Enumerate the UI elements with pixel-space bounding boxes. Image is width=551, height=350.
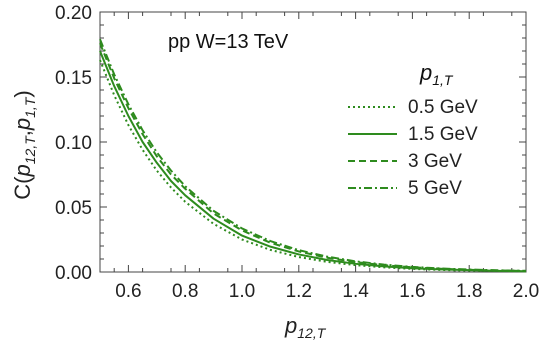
y-axis-title-suffix: ) <box>10 90 35 97</box>
legend-item: 3 GeV <box>348 151 462 172</box>
y-axis-title-sep: , <box>10 130 35 136</box>
y-axis-title-p1: p <box>10 164 35 177</box>
series-line-dashed <box>99 42 527 272</box>
series-line-dashdot <box>99 38 527 272</box>
legend-items: 0.5 GeV 1.5 GeV 3 GeV 5 GeV <box>348 97 478 199</box>
legend-item: 1.5 GeV <box>348 124 478 145</box>
x-tick-label: 1.6 <box>399 281 425 302</box>
x-axis-title-main: p <box>284 313 297 338</box>
y-tick-label: 0.20 <box>55 3 92 24</box>
legend-label: 3 GeV <box>408 151 462 172</box>
y-axis-title-p2: p <box>10 118 35 131</box>
legend-label: 5 GeV <box>408 178 462 199</box>
y-axis-title-prefix: C( <box>10 176 35 200</box>
series-layer <box>99 38 527 273</box>
y-tick-label: 0.00 <box>55 263 92 284</box>
y-tick-label: 0.15 <box>55 68 92 89</box>
x-tick-label: 0.8 <box>172 281 198 302</box>
x-axis-title-sub: 12,T <box>297 325 326 341</box>
axis-ticks: 0.6 0.8 1.0 1.2 1.4 1.6 1.8 2.0 0.00 0.05 0.10 0.15… <box>55 3 539 302</box>
legend-label: 0.5 GeV <box>408 97 478 118</box>
y-axis-title-p1-sub: 12,T <box>22 135 38 164</box>
annotation-label: pp W=13 TeV <box>168 31 289 53</box>
x-tick-label: 2.0 <box>513 281 539 302</box>
y-axis-title-p2-sub: 1,T <box>22 96 38 118</box>
y-tick-label: 0.10 <box>55 133 92 154</box>
legend-label: 1.5 GeV <box>408 124 478 145</box>
x-tick-label: 1.0 <box>229 281 255 302</box>
legend-title-sub: 1,T <box>432 72 454 88</box>
legend-item: 0.5 GeV <box>348 97 478 118</box>
legend-title-main: p <box>419 60 432 85</box>
x-axis-title: p12,T <box>284 313 327 341</box>
y-axis-title: C(p12,T,p1,T) <box>10 90 38 199</box>
series-line-solid <box>99 50 527 273</box>
x-tick-label: 1.8 <box>456 281 482 302</box>
x-tick-label: 0.6 <box>115 281 141 302</box>
legend: p1,T 0.5 GeV 1.5 GeV 3 GeV 5 GeV <box>348 60 478 199</box>
x-tick-label: 1.2 <box>286 281 312 302</box>
legend-title: p1,T <box>419 60 454 88</box>
x-tick-label: 1.4 <box>342 281 369 302</box>
legend-item: 5 GeV <box>348 178 462 199</box>
series-line-dotted <box>99 59 527 273</box>
y-tick-label: 0.05 <box>55 198 92 219</box>
